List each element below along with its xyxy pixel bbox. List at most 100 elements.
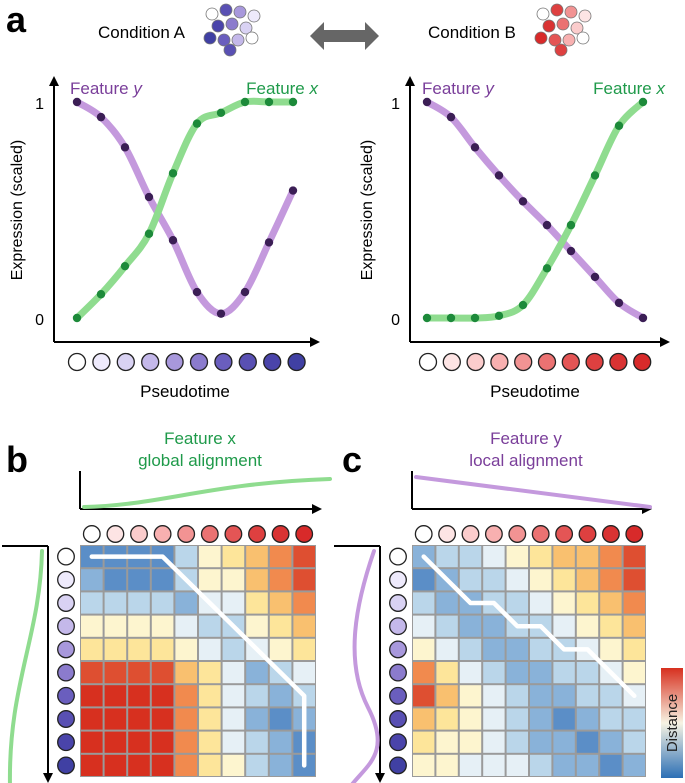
- condition-a-dot: [57, 547, 75, 566]
- cell-dot: [205, 7, 219, 21]
- data-point: [288, 97, 298, 107]
- heatmap-cell: [104, 708, 127, 730]
- condition-b-dot: [177, 525, 196, 543]
- data-point: [216, 309, 226, 318]
- heatmap-cell: [222, 569, 245, 591]
- heatmap-cell: [576, 685, 599, 707]
- heatmap-cell: [269, 685, 292, 707]
- condition-a-dot: [389, 733, 407, 752]
- condition-b-dot: [153, 525, 172, 543]
- heatmap-cell: [269, 569, 292, 591]
- heatmap-cell: [623, 615, 645, 637]
- data-point: [614, 298, 624, 308]
- heatmap-cell: [436, 708, 458, 730]
- heatmap-cell: [222, 592, 245, 614]
- heatmap-cell: [175, 662, 197, 684]
- panel-label-a: a: [6, 0, 27, 40]
- heatmap-cells: [80, 545, 316, 777]
- data-point: [518, 300, 528, 310]
- heatmap-cell: [623, 592, 645, 614]
- heatmap-cell: [81, 662, 103, 684]
- curve-feature-x: [423, 98, 647, 322]
- condition-a-dot: [389, 617, 407, 636]
- heatmap-cell: [128, 615, 150, 637]
- heatmap-cell: [293, 638, 315, 660]
- heatmap-cell: [293, 662, 315, 684]
- panel-label-c: c: [342, 439, 362, 480]
- condition-a-dot: [57, 570, 75, 589]
- alignment-axes: [2, 471, 322, 783]
- heatmap-cell: [104, 592, 127, 614]
- data-point: [144, 229, 154, 238]
- panel-c-title-line2: local alignment: [469, 451, 583, 470]
- heatmap-cell: [576, 708, 599, 730]
- heatmap-cell: [269, 638, 292, 660]
- cell-dot: [536, 7, 550, 21]
- top-feature-profile: [82, 477, 332, 509]
- condition-b-dot: [200, 525, 219, 543]
- curves: [422, 97, 648, 323]
- condition-b-dot: [130, 525, 148, 543]
- data-point: [638, 313, 648, 323]
- heatmap-cell: [483, 662, 505, 684]
- heatmap-cell: [104, 662, 127, 684]
- cell-dot: [562, 33, 576, 47]
- feature-profiles: [350, 475, 652, 783]
- heatmap-cell: [553, 546, 575, 568]
- heatmap-cell: [436, 615, 458, 637]
- heatmap-cell: [222, 546, 245, 568]
- data-point: [494, 311, 504, 321]
- heatmap-cell: [436, 754, 458, 776]
- line-plot-condition-a: 1 0 Expression (scaled) Pseudotime Featu…: [9, 76, 320, 401]
- condition-b-dot: [601, 525, 620, 543]
- heatmap-cell: [81, 615, 103, 637]
- feature-x-label: Feature x: [246, 79, 318, 98]
- pseudotime-dots: [418, 352, 652, 372]
- heatmap-cell: [128, 754, 150, 776]
- cell-dot: [534, 31, 548, 45]
- heatmap-cell: [623, 638, 645, 660]
- heatmap-cell: [553, 569, 575, 591]
- heatmap-cell: [128, 685, 150, 707]
- x-axis-label: Pseudotime: [490, 382, 580, 401]
- heatmap-cell: [530, 546, 552, 568]
- data-point: [494, 171, 504, 180]
- pseudotime-dot: [92, 352, 111, 372]
- condition-a-cell-cluster: [203, 3, 261, 57]
- cell-dot: [564, 5, 578, 19]
- distance-colorbar: [661, 668, 683, 778]
- heatmap-cell: [459, 546, 482, 568]
- cell-dot: [245, 31, 259, 45]
- data-point: [422, 313, 432, 323]
- heatmap-cell: [600, 638, 622, 660]
- data-point: [72, 97, 82, 107]
- heatmap-cell: [530, 592, 552, 614]
- heatmap-cell: [459, 731, 482, 753]
- heatmap-cell: [623, 754, 645, 776]
- heatmap-cell: [483, 546, 505, 568]
- cell-dot: [550, 3, 564, 17]
- curve-feature-y: [423, 98, 647, 322]
- heatmap-cell: [222, 685, 245, 707]
- condition-a-dots: [389, 547, 407, 775]
- pseudotime-dot: [287, 352, 306, 372]
- heatmap-cell: [483, 615, 505, 637]
- heatmap-cell: [436, 546, 458, 568]
- heatmap-cell: [104, 685, 127, 707]
- left-feature-profile: [7, 549, 44, 783]
- heatmap-cell: [600, 569, 622, 591]
- condition-b-dots: [82, 525, 314, 543]
- data-point: [216, 108, 226, 118]
- heatmap-cell: [246, 685, 268, 707]
- data-point: [422, 97, 432, 107]
- heatmap-cell: [506, 569, 528, 591]
- cell-dot: [578, 9, 592, 23]
- cell-dot: [225, 17, 239, 31]
- heatmap-cell: [199, 615, 221, 637]
- heatmap-cell: [81, 731, 103, 753]
- pseudotime-dot: [214, 352, 233, 372]
- heatmap-cell: [104, 754, 127, 776]
- heatmap-cell: [413, 754, 435, 776]
- heatmap-cell: [199, 569, 221, 591]
- heatmap-cell: [246, 615, 268, 637]
